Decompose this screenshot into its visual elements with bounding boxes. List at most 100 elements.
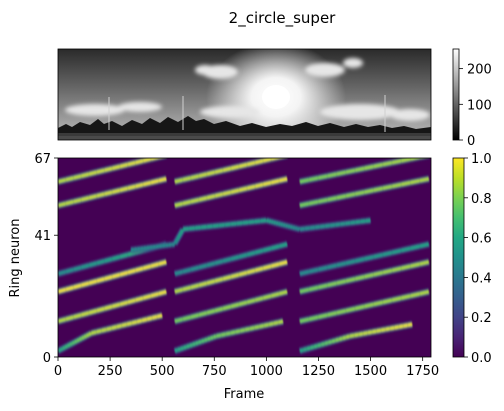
- heatmap-band-core: [235, 329, 241, 334]
- heatmap-band-core: [214, 307, 224, 313]
- heatmap-band-core: [314, 225, 321, 229]
- heatmap-band-core: [78, 337, 83, 341]
- heatmap-band-core: [317, 283, 328, 289]
- heatmap-band-core: [308, 285, 319, 291]
- heatmap-band-core: [299, 270, 310, 276]
- heatmap-band-core: [398, 324, 404, 329]
- panorama-colorbar-tick-label: 200: [467, 63, 492, 78]
- heatmap-band-core: [373, 300, 384, 306]
- heatmap-band-core: [410, 262, 421, 268]
- heatmap-band-core: [238, 271, 248, 277]
- heatmap-band-core: [299, 202, 310, 207]
- heatmap-band-core: [391, 266, 402, 272]
- heatmap-band-core: [96, 168, 105, 174]
- heatmap-band-core: [71, 340, 76, 345]
- heatmap-band-core: [262, 294, 272, 300]
- heatmap-band-core: [230, 165, 240, 170]
- heatmap-band-core: [345, 307, 356, 313]
- heatmap-band-core: [175, 239, 179, 242]
- heatmap-band-core: [400, 294, 411, 300]
- heatmap-band-core: [212, 334, 217, 339]
- heatmap-band-core: [419, 260, 430, 266]
- heatmap-band-core: [119, 253, 129, 259]
- heatmap-band-core: [278, 260, 288, 266]
- heatmap-band-core: [96, 277, 105, 283]
- heatmap-band-core: [342, 335, 347, 340]
- heatmap-band-core: [354, 190, 365, 196]
- heatmap-band-core: [222, 257, 232, 263]
- heatmap-band-core: [389, 326, 395, 331]
- heatmap-band-core: [119, 300, 129, 306]
- heatmap-band-core: [338, 336, 344, 341]
- heatmap-band-core: [136, 319, 143, 324]
- heatmap-band-core: [198, 281, 208, 287]
- heatmap-band-core: [254, 296, 264, 302]
- heatmap-band-core: [262, 264, 272, 270]
- heatmap-band-core: [88, 331, 93, 336]
- heatmap-band-core: [273, 320, 279, 325]
- heatmap-band-core: [104, 275, 113, 281]
- y-tick-label: 0: [43, 351, 51, 366]
- heatmap-band-core: [69, 342, 73, 347]
- heatmap-band-core: [236, 221, 243, 226]
- heatmap-band-core: [222, 166, 232, 172]
- heatmap-band-core: [289, 225, 293, 229]
- ring-neuron-heatmap: 0 250 500 750 1000 1250 1500 1750 0 41 67: [34, 152, 439, 379]
- heatmap-band-core: [96, 329, 102, 334]
- heatmap-band-core: [178, 233, 182, 237]
- heatmap-band-core: [90, 330, 97, 335]
- heatmap-band-core: [345, 192, 356, 198]
- x-tick-label: 1500: [354, 364, 387, 379]
- heatmap-band-core: [181, 228, 185, 232]
- heatmap-band-core: [173, 242, 177, 245]
- heatmap-band-core: [309, 225, 316, 230]
- heatmap-band-core: [292, 225, 296, 230]
- heatmap-band-core: [230, 188, 240, 194]
- heatmap-band-core: [382, 298, 393, 304]
- heatmap-band-core: [363, 302, 374, 308]
- heatmap-band-core: [262, 158, 272, 163]
- heatmap-band-core: [327, 263, 337, 269]
- heatmap-band-core: [391, 249, 402, 255]
- heatmap-band-core: [270, 220, 274, 224]
- heatmap-band-core: [270, 158, 280, 161]
- heatmap-band-core: [282, 223, 286, 227]
- heatmap-band-core: [224, 222, 231, 227]
- heatmap-band-core: [104, 166, 113, 172]
- heatmap-band-core: [180, 229, 184, 233]
- heatmap-band-core: [336, 261, 347, 267]
- heatmap-band-core: [135, 183, 144, 188]
- heatmap-band-core: [158, 158, 161, 159]
- heatmap-band-core: [400, 246, 411, 252]
- heatmap-band-core: [246, 251, 256, 257]
- heatmap-band-core: [80, 263, 90, 269]
- heatmap-band-core: [174, 240, 178, 243]
- heatmap-band-core: [313, 344, 319, 349]
- panorama-image: [58, 49, 431, 140]
- heatmap-band-core: [410, 244, 421, 250]
- heatmap-band-core: [142, 158, 152, 163]
- heatmap-band-core: [151, 315, 158, 320]
- heatmap-band-core: [308, 268, 319, 274]
- heatmap-band-core: [220, 332, 227, 337]
- heatmap-band-core: [262, 181, 272, 186]
- heatmap-band-core: [214, 192, 224, 198]
- heatmap-band-core: [88, 170, 98, 176]
- heatmap-band-core: [299, 348, 304, 353]
- heatmap-band-core: [242, 220, 249, 225]
- heatmap-band-core: [345, 334, 351, 339]
- heatmap-band-core: [327, 340, 333, 345]
- heatmap-band-core: [131, 320, 138, 325]
- heatmap-band-core: [116, 324, 123, 329]
- heatmap-band-core: [188, 226, 196, 231]
- heatmap-band-core: [96, 307, 105, 313]
- heatmap-band-core: [178, 232, 182, 236]
- heatmap-band-core: [119, 163, 129, 168]
- heatmap-band-core: [177, 234, 181, 238]
- heatmap-band-core: [142, 264, 152, 270]
- heatmap-band-core: [225, 331, 231, 336]
- heatmap-band-core: [62, 345, 66, 350]
- heatmap-band-core: [73, 339, 78, 344]
- heatmap-band-core: [214, 168, 224, 174]
